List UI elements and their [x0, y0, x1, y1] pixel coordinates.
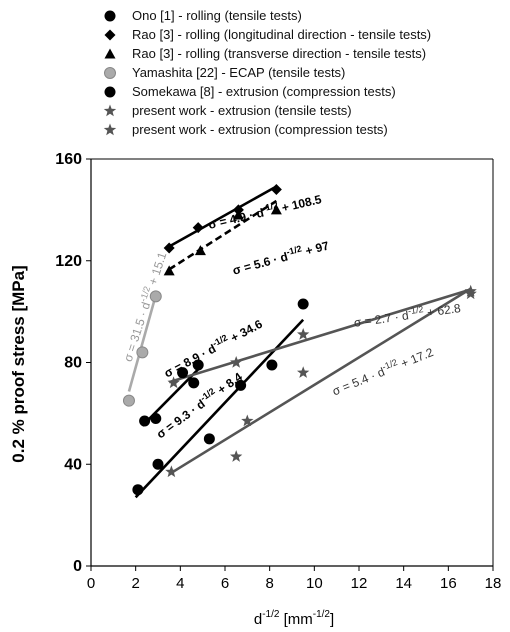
fit-line	[168, 185, 278, 248]
legend-marker	[103, 123, 117, 136]
x-tick-label: 16	[440, 575, 457, 592]
y-axis-label: 0.2 % proof stress [MPa]	[9, 265, 28, 462]
data-point-triangle	[194, 245, 206, 256]
data-point-triangle	[163, 265, 175, 276]
legend-marker-star	[103, 123, 117, 136]
data-point-star	[167, 376, 180, 389]
y-tick-label: 160	[55, 151, 82, 168]
legend-label: Ono [1] - rolling (tensile tests)	[132, 8, 302, 23]
fit-lines	[127, 185, 472, 499]
fit-equation-label: σ = 8.9 · d-1/2 + 34.6	[161, 315, 265, 381]
legend-item: Ono [1] - rolling (tensile tests)	[96, 6, 506, 25]
data-point-circle	[235, 379, 247, 391]
data-point-circle	[297, 298, 309, 310]
x-tick-label: 10	[306, 575, 323, 592]
data-point-star	[241, 414, 254, 427]
y-tick-label: 0	[73, 558, 82, 575]
x-tick-label: 18	[485, 575, 502, 592]
legend-item: present work - extrusion (tensile tests)	[96, 101, 506, 120]
axes: 0 2 4 6 8 10 12 14 16 18 0 40 80 120 160	[55, 151, 501, 592]
data-point-star	[464, 284, 477, 297]
fit-equation-label: σ = 5.6 · d-1/2 + 97	[231, 236, 331, 277]
data-point-star	[230, 356, 243, 368]
data-point-circle	[203, 433, 215, 445]
data-point-diamond	[270, 184, 282, 196]
data-point-diamond	[163, 242, 175, 254]
x-tick-label: 4	[176, 575, 184, 592]
data-point-diamond	[192, 222, 204, 234]
y-tick-label: 120	[55, 253, 82, 270]
x-tick-label: 14	[395, 575, 412, 592]
data-point-circle	[139, 415, 151, 427]
data-point-circle	[149, 290, 162, 303]
legend-label: Rao [3] - rolling (transverse direction …	[132, 46, 427, 61]
data-point-circle	[192, 359, 204, 371]
legend-label: present work - extrusion (compression te…	[132, 122, 388, 137]
legend-label: Rao [3] - rolling (longitudinal directio…	[132, 27, 432, 42]
data-point-star	[165, 465, 178, 478]
data-point-circle	[152, 458, 164, 470]
x-tick-label: 2	[131, 575, 139, 592]
data-point-circle	[188, 377, 200, 389]
legend-label: Somekawa [8] - extrusion (compression te…	[132, 84, 396, 99]
fit-line	[127, 290, 159, 392]
legend-item: Rao [3] - rolling (longitudinal directio…	[96, 25, 506, 44]
data-points	[122, 184, 477, 496]
data-point-star	[230, 450, 243, 462]
data-point-triangle	[232, 209, 244, 220]
x-tick-label: 12	[351, 575, 368, 592]
legend-marker-circle	[104, 67, 116, 79]
legend-marker	[104, 86, 116, 98]
fit-equation-label: σ = 31.5 · d-1/2 + 15.1	[119, 249, 170, 363]
legend: Ono [1] - rolling (tensile tests) Rao [3]…	[96, 6, 506, 139]
y-tick-label: 40	[64, 456, 82, 473]
data-point-circle	[132, 484, 144, 496]
x-axis-label: d-1/2 [mm-1/2]	[254, 609, 334, 628]
data-point-circle	[266, 359, 278, 371]
legend-marker-star	[103, 104, 117, 117]
data-point-circle	[150, 412, 162, 424]
legend-marker-circle	[104, 86, 116, 98]
fit-equation-label: σ = 5.4 · d-1/2 + 17.2	[330, 343, 436, 398]
fit-line	[168, 199, 278, 271]
fit-line	[168, 287, 472, 476]
fit-labels: σ = 4.9 · d-1/2 + 108.5σ = 5.6 · d-1/2 +…	[119, 190, 462, 441]
data-point-circle	[177, 367, 189, 379]
legend-marker-circle	[104, 10, 116, 22]
data-point-circle	[136, 346, 149, 359]
data-point-triangle	[270, 204, 282, 215]
x-tick-label: 0	[87, 575, 95, 592]
legend-label: Yamashita [22] - ECAP (tensile tests)	[132, 65, 346, 80]
data-point-star	[297, 366, 310, 378]
fit-equation-label: σ = 2.7 · d-1/2 + 62.8	[353, 299, 462, 330]
legend-marker-triangle	[104, 48, 116, 59]
legend-marker	[104, 10, 116, 22]
fit-line	[168, 288, 472, 384]
legend-marker-diamond	[104, 29, 116, 41]
fit-equation-label: σ = 4.9 · d-1/2 + 108.5	[206, 190, 323, 232]
legend-marker	[104, 48, 116, 59]
legend-item: Rao [3] - rolling (transverse direction …	[96, 44, 506, 63]
legend-label: present work - extrusion (tensile tests)	[132, 103, 352, 118]
data-point-star	[297, 328, 310, 340]
x-tick-label: 6	[221, 575, 229, 592]
legend-marker	[104, 67, 116, 79]
data-point-circle	[122, 394, 135, 407]
legend-marker	[104, 29, 116, 41]
y-tick-label: 80	[64, 355, 82, 372]
legend-item: Somekawa [8] - extrusion (compression te…	[96, 82, 506, 101]
legend-item: Yamashita [22] - ECAP (tensile tests)	[96, 63, 506, 82]
x-tick-label: 8	[265, 575, 273, 592]
legend-item: present work - extrusion (compression te…	[96, 120, 506, 139]
legend-marker	[103, 104, 117, 117]
